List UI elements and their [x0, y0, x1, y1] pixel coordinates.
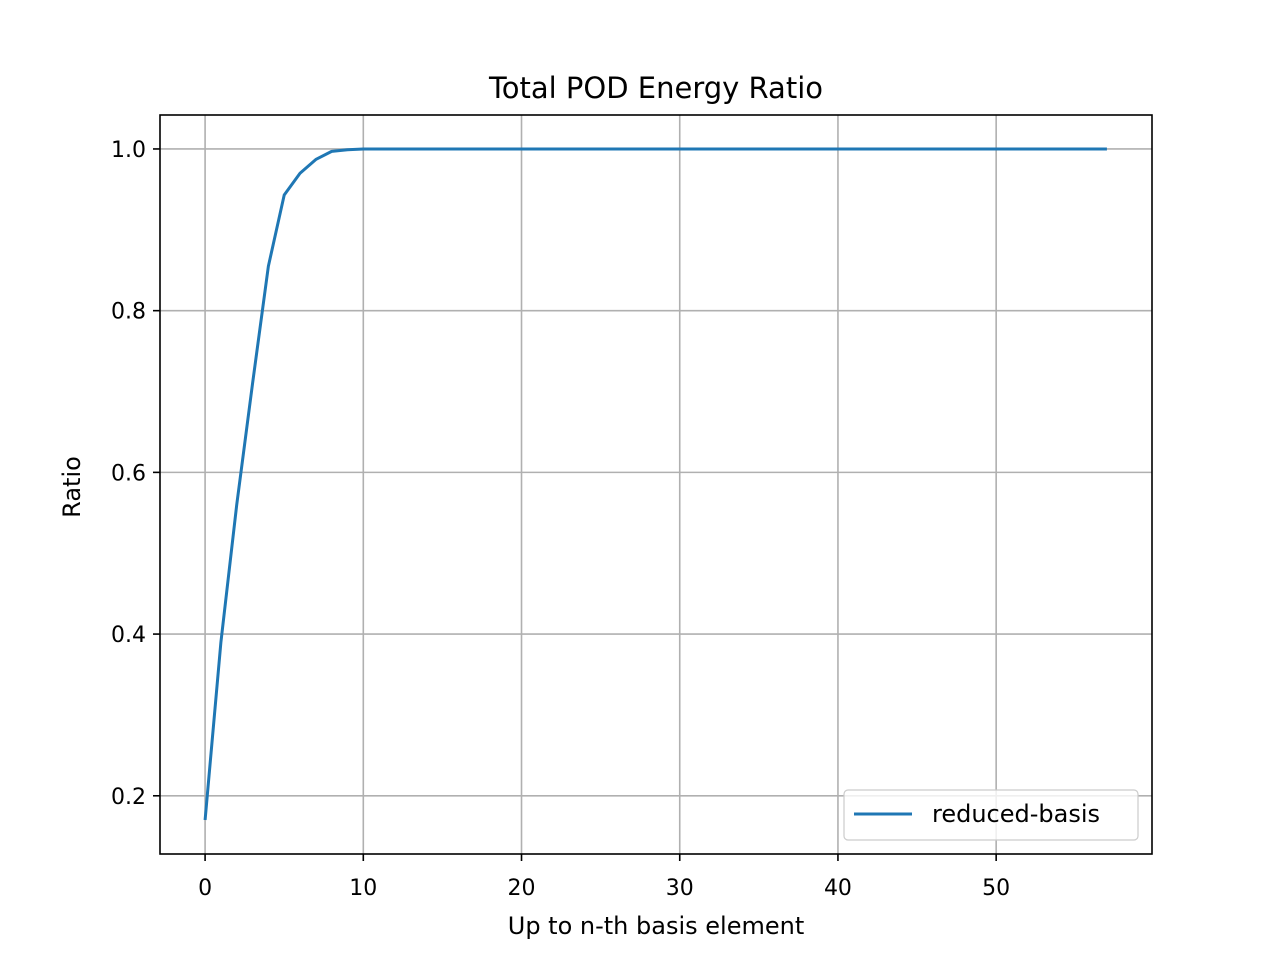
- x-tick-label: 20: [508, 876, 536, 901]
- grid: [160, 115, 1152, 854]
- y-tick-label: 0.6: [111, 461, 146, 486]
- ticks: 0 10 20 30 40 50 0.2 0.4 0.6 0.8 1.0: [111, 138, 1010, 901]
- legend-box: [843, 789, 1139, 841]
- x-tick-label: 10: [349, 876, 377, 901]
- legend-label: reduced-basis: [932, 800, 1100, 828]
- x-tick-label: 40: [824, 876, 852, 901]
- y-axis-label: Ratio: [58, 456, 86, 518]
- series-layer: [203, 147, 1107, 821]
- legend: reduced-basis: [843, 789, 1139, 841]
- y-tick-label: 0.2: [111, 785, 146, 810]
- x-tick-label: 50: [982, 876, 1010, 901]
- chart-title: Total POD Energy Ratio: [488, 71, 823, 105]
- y-tick-label: 0.4: [111, 623, 146, 648]
- y-tick-label: 1.0: [111, 138, 146, 163]
- x-tick-label: 30: [666, 876, 694, 901]
- plot-frame: [159, 114, 1153, 855]
- x-axis-label: Up to n-th basis element: [508, 912, 804, 940]
- x-tick-label: 0: [198, 876, 212, 901]
- series-line-reduced-basis: [203, 147, 1107, 821]
- y-tick-label: 0.8: [111, 300, 146, 325]
